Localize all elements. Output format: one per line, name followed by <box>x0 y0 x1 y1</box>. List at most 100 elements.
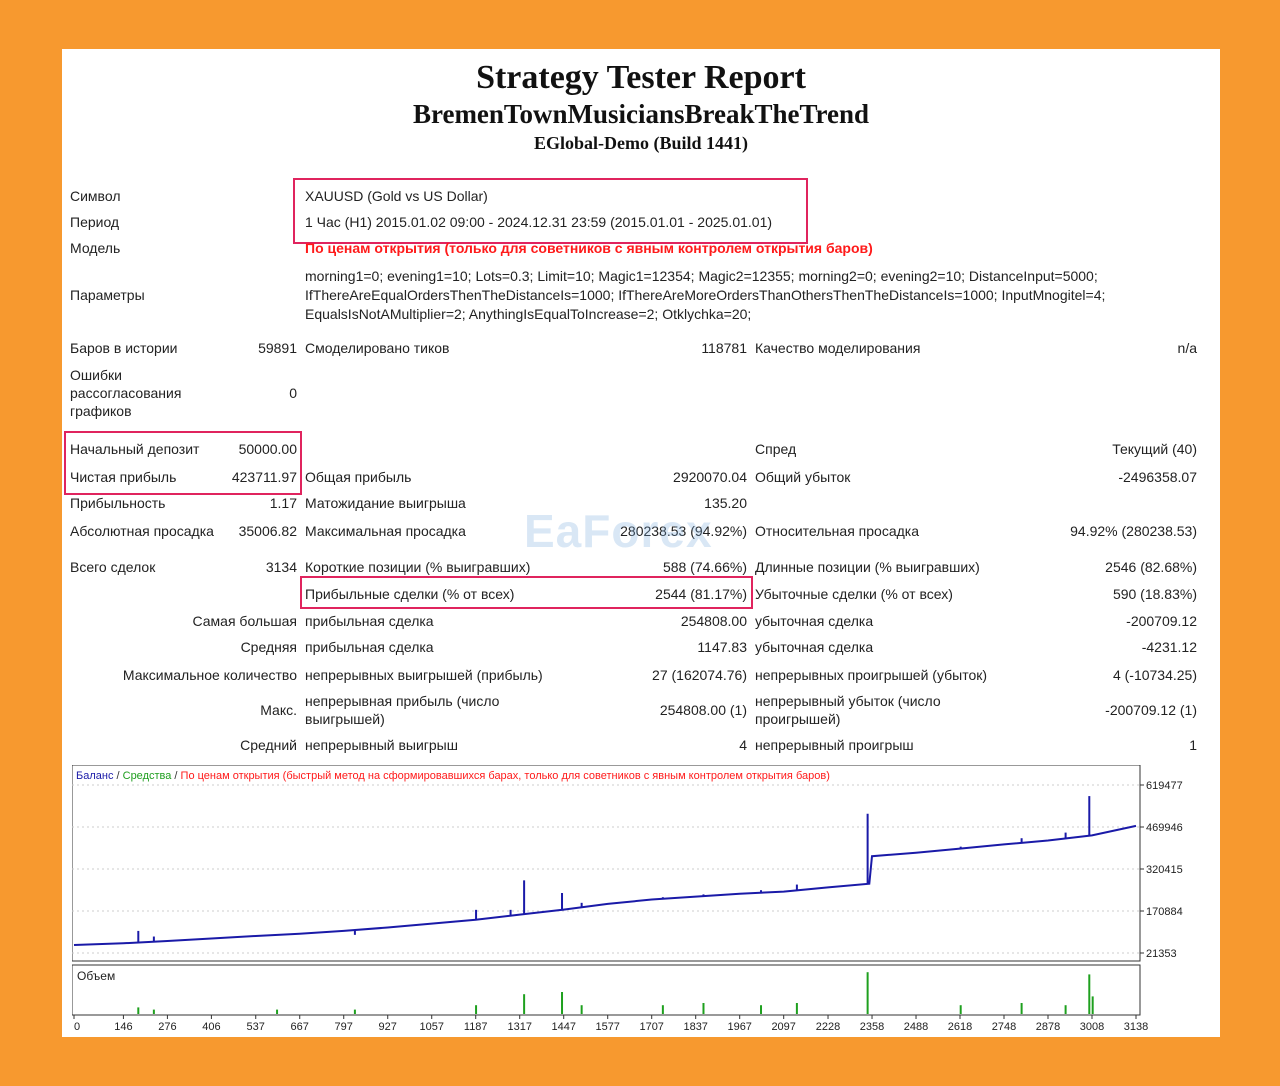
gross-profit-value: 2920070.04 <box>673 469 747 485</box>
params-line-2: IfThereAreEqualOrdersThenTheDistanceIs=1… <box>305 287 1106 303</box>
avg-consecutive-label: Средний <box>240 737 297 753</box>
x-tick-label: 2358 <box>860 1021 884 1033</box>
x-tick-label: 2488 <box>904 1021 928 1033</box>
x-tick-label: 1187 <box>464 1021 488 1033</box>
deposit-profit-highlight <box>64 431 302 495</box>
abs-drawdown-value: 35006.82 <box>238 523 297 539</box>
x-tick-label: 2878 <box>1036 1021 1060 1033</box>
profit-trades-label: Прибыльные сделки (% от всех) <box>305 586 515 602</box>
x-tick-label: 927 <box>379 1021 397 1033</box>
period-value: 1 Час (H1) 2015.01.02 09:00 - 2024.12.31… <box>305 214 773 230</box>
x-tick-label: 3138 <box>1124 1021 1148 1033</box>
largest-loss-value: -200709.12 <box>1126 613 1197 629</box>
x-tick-label: 2097 <box>771 1021 795 1033</box>
largest-win-label: прибыльная сделка <box>305 613 434 629</box>
symbol-label: Символ <box>70 188 121 204</box>
bars-label: Баров в истории <box>70 340 178 356</box>
balance-chart: 619477 469946 320415 170884 21353 0 146 276 406… <box>72 765 1183 1033</box>
avg-loss-value: -4231.12 <box>1141 639 1197 655</box>
x-tick-label: 797 <box>335 1021 353 1033</box>
y-tick-label: 170884 <box>1146 906 1183 918</box>
model-label: Модель <box>70 240 121 256</box>
long-positions-label: Длинные позиции (% выигравших) <box>755 559 980 575</box>
deposit-value: 50000.00 <box>238 441 297 457</box>
avg-cons-losses-value: 1 <box>1189 737 1197 753</box>
max-cons-wins-value: 27 (162074.76) <box>652 667 747 683</box>
loss-trades-value: 590 (18.83%) <box>1112 586 1197 602</box>
errors-label-1: Ошибки <box>70 367 122 383</box>
profit-trades-highlight <box>300 576 753 609</box>
total-trades-label: Всего сделок <box>70 559 156 575</box>
profit-factor-value: 1.17 <box>269 495 297 511</box>
legend-model: По ценам открытия (быстрый метод на сфор… <box>181 770 830 782</box>
largest-loss-label: убыточная сделка <box>755 613 874 629</box>
max-cons-profit-label-1: непрерывная прибыль (число <box>305 693 500 709</box>
ticks-value: 118781 <box>701 340 747 356</box>
short-positions-label: Короткие позиции (% выигравших) <box>305 559 531 575</box>
params-line-3: EqualsIsNotAMultiplier=2; AnythingIsEqua… <box>305 306 752 322</box>
avg-win-label: прибыльная сделка <box>305 639 434 655</box>
avg-win-value: 1147.83 <box>697 639 747 655</box>
max-cons-loss-value: -200709.12 (1) <box>1105 702 1197 718</box>
net-profit-value: 423711.97 <box>231 469 297 485</box>
spread-label: Спред <box>755 441 797 457</box>
avg-loss-label: убыточная сделка <box>755 639 874 655</box>
gross-loss-label: Общий убыток <box>755 469 851 485</box>
legend-equity: Средства <box>123 770 173 782</box>
x-tick-label: 276 <box>158 1021 176 1033</box>
total-trades-value: 3134 <box>265 559 297 575</box>
x-tick-label: 537 <box>247 1021 265 1033</box>
short-positions-value: 588 (74.66%) <box>662 559 747 575</box>
x-tick-label: 1057 <box>419 1021 443 1033</box>
main-plot-frame <box>72 765 1141 962</box>
max-cons-loss-label-2: проигрышей) <box>755 711 841 727</box>
avg-cons-wins-label: непрерывный выигрыш <box>305 737 458 753</box>
symbol-period-highlight <box>293 178 808 244</box>
x-tick-label: 0 <box>74 1021 80 1033</box>
x-tick-label: 1317 <box>507 1021 531 1033</box>
errors-label-3: графиков <box>70 403 132 419</box>
bars-value: 59891 <box>258 340 297 356</box>
deposit-label: Начальный депозит <box>70 441 200 457</box>
spread-value: Текущий (40) <box>1112 441 1197 457</box>
x-tick-label: 3008 <box>1080 1021 1104 1033</box>
loss-trades-label: Убыточные сделки (% от всех) <box>755 586 953 602</box>
average-label: Средняя <box>240 639 297 655</box>
model-value: По ценам открытия (только для советников… <box>305 240 873 256</box>
max-cons-profit-label-2: выигрышей) <box>305 711 385 727</box>
x-tick-label: 1837 <box>683 1021 707 1033</box>
y-tick-label: 320415 <box>1146 864 1183 876</box>
x-tick-label: 2618 <box>948 1021 972 1033</box>
expected-payoff-value: 135.20 <box>704 495 747 511</box>
y-tick-label: 21353 <box>1146 948 1177 960</box>
x-tick-label: 1577 <box>595 1021 619 1033</box>
quality-label: Качество моделирования <box>755 340 921 356</box>
net-profit-label: Чистая прибыль <box>70 469 177 485</box>
gross-profit-label: Общая прибыль <box>305 469 412 485</box>
period-label: Период <box>70 214 120 230</box>
x-tick-label: 667 <box>291 1021 309 1033</box>
volume-plot-frame <box>72 964 1141 1016</box>
expert-name: BremenTownMusiciansBreakTheTrend <box>412 99 870 129</box>
y-tick-label: 469946 <box>1146 822 1183 834</box>
max-cons-wins-label: непрерывных выигрышей (прибыль) <box>305 667 543 683</box>
largest-win-value: 254808.00 <box>680 613 747 629</box>
max-cons-profit-value: 254808.00 (1) <box>659 702 747 718</box>
rel-drawdown-label: Относительная просадка <box>755 523 919 539</box>
eaforex-watermark: EaForex <box>524 505 713 557</box>
max-cons-loss-label-1: непрерывный убыток (число <box>755 693 941 709</box>
rel-drawdown-value: 94.92% (280238.53) <box>1070 523 1197 539</box>
report-sheet: Strategy Tester Report BremenTownMusicia… <box>62 49 1220 1037</box>
x-tick-label: 406 <box>202 1021 220 1033</box>
profit-factor-label: Прибыльность <box>70 495 166 511</box>
x-tick-label: 1707 <box>639 1021 663 1033</box>
x-tick-label: 2228 <box>816 1021 840 1033</box>
abs-drawdown-label: Абсолютная просадка <box>70 523 214 539</box>
avg-cons-wins-value: 4 <box>739 737 747 753</box>
max-consecutive-label: Максимальное количество <box>122 667 297 683</box>
x-tick-label: 2748 <box>992 1021 1016 1033</box>
x-tick-label: 146 <box>114 1021 132 1033</box>
errors-value: 0 <box>289 385 297 401</box>
x-tick-label: 1967 <box>727 1021 751 1033</box>
legend-balance: Баланс <box>76 770 114 782</box>
